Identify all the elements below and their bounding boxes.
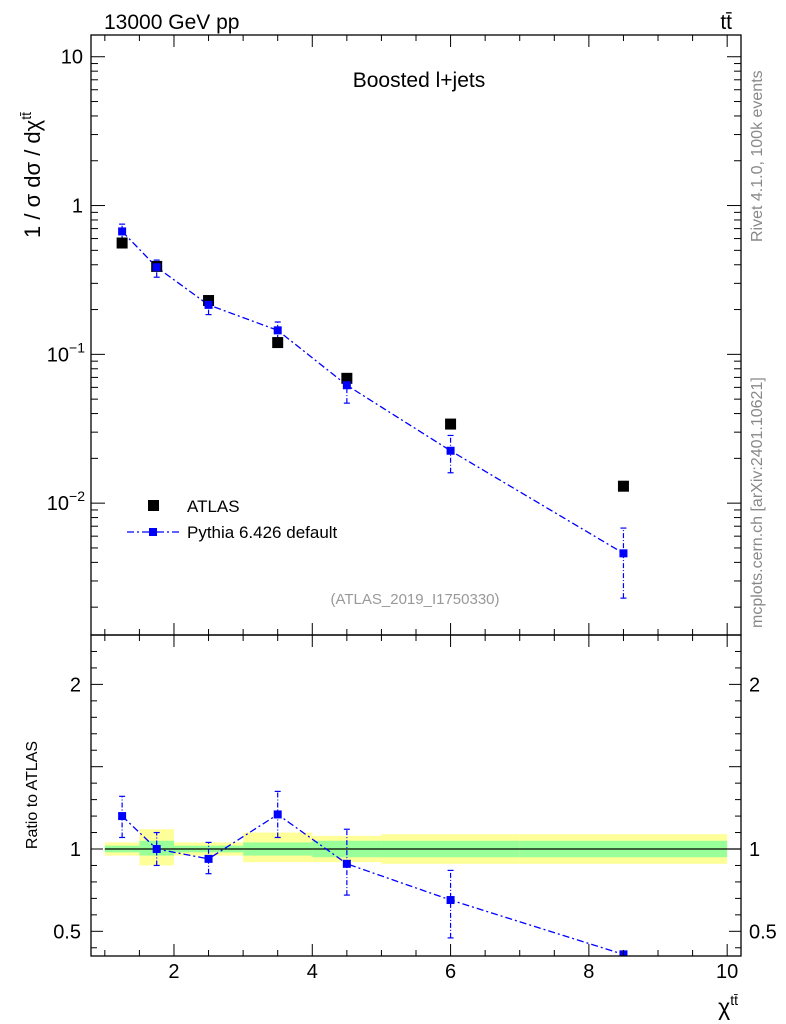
ratio-y-tick-label: 1 — [70, 839, 81, 861]
atlas-point — [203, 295, 215, 307]
main-y-tick-label: 1 — [72, 196, 83, 218]
legend-atlas-marker — [148, 500, 159, 511]
pythia-point — [446, 446, 455, 455]
ratio-y-tick-label-right: 0.5 — [749, 921, 777, 943]
atlas-point — [445, 418, 457, 430]
x-tick-label: 2 — [168, 961, 179, 983]
analysis-id-watermark: (ATLAS_2019_I1750330) — [330, 591, 499, 608]
mcplots-label: mcplots.cern.ch [arXiv:2401.10621] — [749, 377, 766, 628]
pythia-point — [204, 300, 213, 309]
x-tick-label: 8 — [583, 961, 594, 983]
ratio-pythia-point — [204, 854, 213, 863]
main-y-tick-label: 10−1 — [47, 339, 85, 366]
main-y-tick-label: 10−2 — [47, 488, 85, 515]
atlas-point — [341, 372, 353, 384]
main-y-tick-label: 10 — [61, 47, 83, 69]
main-y-axis-title-text: 1 / σ dσ / dχtt̄ — [18, 112, 45, 238]
ratio-y-tick-label: 0.5 — [53, 921, 81, 943]
ratio-pythia-point — [118, 812, 127, 821]
pythia-point — [342, 381, 351, 390]
ratio-y-tick-label: 2 — [70, 674, 81, 696]
x-axis-title-text: χtt̄ — [718, 992, 738, 1020]
x-tick-label: 6 — [445, 961, 456, 983]
ratio-y-tick-label-right: 2 — [749, 674, 760, 696]
pythia-point — [273, 326, 282, 335]
energy-label: 13000 GeV pp — [104, 11, 239, 34]
atlas-point — [272, 337, 284, 349]
pythia-point — [152, 263, 161, 272]
atlas-point — [116, 237, 128, 249]
plot-title: Boosted l+jets — [353, 69, 486, 92]
legend-atlas-label: ATLAS — [187, 497, 240, 516]
process-label: tt̄ — [720, 11, 732, 34]
pythia-point — [118, 227, 127, 236]
ratio-pythia-point — [152, 845, 161, 853]
x-tick-label: 4 — [307, 961, 318, 983]
ratio-plot-frame — [90, 634, 742, 957]
ratio-pythia-point — [342, 859, 351, 868]
legend: ATLAS Pythia 6.426 default — [127, 497, 338, 542]
x-axis-title: χtt̄ — [718, 992, 738, 1020]
ratio-pythia-point — [446, 896, 455, 905]
rivet-version-label: Rivet 4.1.0, 100k events — [749, 70, 766, 242]
ratio-plot-panel: 2 4 6 8 10 0.5 0.5 1 1 2 2 Ratio to ATLAS χtt̄ — [24, 634, 777, 1020]
x-tick-label: 10 — [716, 961, 738, 983]
pythia-point — [619, 549, 628, 558]
ratio-y-axis-title: Ratio to ATLAS — [24, 741, 41, 849]
main-y-axis-title: 1 / σ dσ / dχtt̄ — [18, 112, 45, 238]
ratio-pythia-point — [273, 810, 282, 819]
ratio-y-tick-label-right: 1 — [749, 839, 760, 861]
atlas-point — [617, 480, 629, 492]
main-plot-frame — [90, 34, 742, 636]
main-plot-panel: 10 1 10−1 10−2 Boosted l+jets (ATLAS_2019_I… — [18, 34, 742, 636]
legend-pythia-label: Pythia 6.426 default — [187, 523, 338, 542]
legend-pythia-marker — [149, 528, 157, 536]
